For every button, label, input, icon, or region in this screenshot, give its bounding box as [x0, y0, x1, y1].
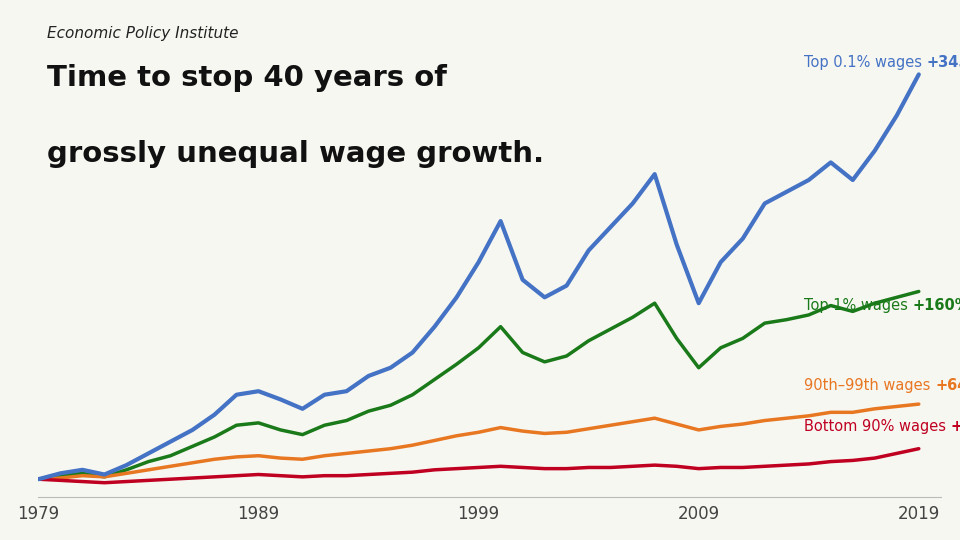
- Text: Economic Policy Institute: Economic Policy Institute: [47, 26, 239, 42]
- Text: +26%: +26%: [951, 419, 960, 434]
- Text: +64%: +64%: [935, 378, 960, 393]
- Text: 90th–99th wages: 90th–99th wages: [804, 378, 935, 393]
- Text: Top 0.1% wages: Top 0.1% wages: [804, 55, 927, 70]
- Text: grossly unequal wage growth.: grossly unequal wage growth.: [47, 140, 544, 168]
- Text: +345%: +345%: [927, 55, 960, 70]
- Text: Time to stop 40 years of: Time to stop 40 years of: [47, 64, 447, 92]
- Text: +160%: +160%: [913, 298, 960, 313]
- Text: Top 1% wages: Top 1% wages: [804, 298, 913, 313]
- Text: Bottom 90% wages: Bottom 90% wages: [804, 419, 951, 434]
